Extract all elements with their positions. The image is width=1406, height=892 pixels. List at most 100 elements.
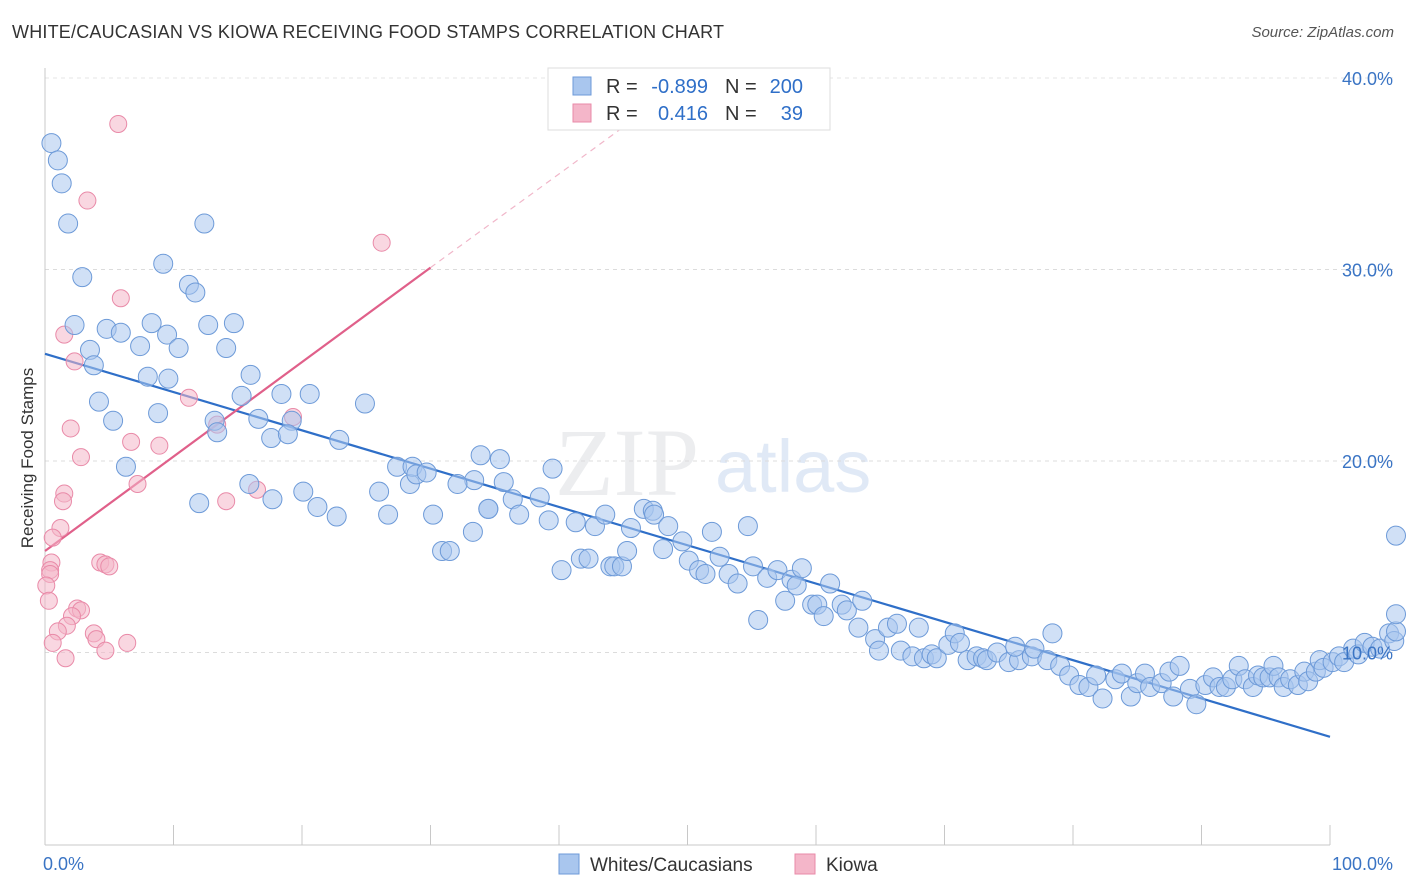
whites-point	[262, 489, 283, 510]
whites-point	[168, 338, 189, 359]
whites-point	[701, 521, 722, 542]
whites-point	[223, 313, 244, 334]
kiowa-point	[128, 474, 147, 493]
whites-point	[1086, 665, 1107, 686]
whites-point	[542, 458, 563, 479]
whites-point	[493, 472, 514, 493]
kiowa-point	[100, 557, 119, 576]
whites-point	[248, 408, 269, 429]
whites-point	[852, 590, 873, 611]
whites-point	[926, 648, 947, 669]
kiowa-point	[56, 649, 75, 668]
kiowa-point	[122, 432, 141, 451]
whites-point	[617, 541, 638, 562]
whites-point	[1024, 638, 1045, 659]
whites-point	[329, 429, 350, 450]
bottom-legend-swatch-whites	[558, 853, 580, 875]
kiowa-trend-extension	[430, 98, 663, 269]
kiowa-point	[109, 114, 128, 133]
whites-point	[1042, 623, 1063, 644]
kiowa-point	[217, 492, 236, 511]
whites-point	[743, 556, 764, 577]
whites-point	[423, 504, 444, 525]
whites-point	[299, 383, 320, 404]
whites-point	[737, 516, 758, 537]
top-legend: R = -0.899 N = 200 R = 0.416 N = 39	[547, 67, 831, 131]
whites-point	[578, 548, 599, 569]
kiowa-point	[372, 233, 391, 252]
whites-point	[1386, 621, 1406, 642]
y-tick-label: 10.0%	[1342, 644, 1393, 664]
whites-point	[83, 355, 104, 376]
legend-swatch-whites	[572, 76, 592, 96]
whites-point	[110, 322, 131, 343]
kiowa-point	[179, 388, 198, 407]
whites-point	[115, 456, 136, 477]
bottom-legend-label-whites: Whites/Caucasians	[590, 855, 753, 876]
whites-point	[293, 481, 314, 502]
legend-n-label-kiowa: N =	[725, 103, 757, 125]
whites-point	[1005, 636, 1026, 657]
whites-point	[695, 563, 716, 584]
whites-point	[709, 546, 730, 567]
kiowa-point	[43, 633, 62, 652]
whites-point	[369, 481, 390, 502]
whites-point	[886, 613, 907, 634]
whites-point	[1092, 688, 1113, 709]
whites-point	[326, 506, 347, 527]
whites-point	[64, 315, 85, 336]
kiowa-point	[39, 591, 58, 610]
y-tick-label: 20.0%	[1342, 452, 1393, 472]
whites-point	[868, 640, 889, 661]
whites-point	[354, 393, 375, 414]
whites-point	[72, 267, 93, 288]
watermark-atlas: atlas	[715, 425, 871, 508]
whites-point	[775, 590, 796, 611]
whites-point	[949, 632, 970, 653]
whites-point	[767, 560, 788, 581]
watermark: ZIP atlas	[555, 409, 871, 516]
kiowa-point	[53, 492, 72, 511]
whites-point	[158, 368, 179, 389]
tick-labels: 10.0% 20.0% 30.0% 40.0% 0.0% 100.0%	[43, 69, 1393, 874]
whites-point	[672, 531, 693, 552]
whites-point	[791, 558, 812, 579]
whites-point	[538, 510, 559, 531]
whites-point	[307, 496, 328, 517]
y-axis-label: Receiving Food Stamps	[18, 368, 37, 548]
source-note: Source: ZipAtlas.com	[1251, 24, 1394, 41]
kiowa-point	[43, 528, 62, 547]
whites-point	[103, 410, 124, 431]
whites-point	[644, 504, 665, 525]
legend-r-label-whites: R =	[606, 76, 638, 98]
legend-r-label-kiowa: R =	[606, 103, 638, 125]
whites-point	[727, 573, 748, 594]
axes	[44, 68, 1331, 846]
whites-point	[1386, 525, 1406, 546]
kiowa-trend-line	[44, 266, 432, 552]
legend-n-value-whites: 200	[770, 76, 803, 98]
whites-point	[216, 338, 237, 359]
whites-point	[1111, 663, 1132, 684]
whites-point	[261, 428, 282, 449]
watermark-zip: ZIP	[555, 409, 699, 516]
whites-point	[658, 516, 679, 537]
whites-point	[1386, 604, 1406, 625]
whites-point	[239, 473, 260, 494]
whites-points	[41, 133, 1406, 715]
whites-point	[51, 173, 72, 194]
whites-point	[1186, 694, 1207, 715]
whites-point	[509, 504, 530, 525]
whites-point	[478, 498, 499, 519]
legend-r-value-kiowa: 0.416	[658, 103, 708, 125]
whites-point	[194, 213, 215, 234]
bottom-legend-label-kiowa: Kiowa	[826, 855, 878, 876]
whites-point	[231, 385, 252, 406]
whites-point	[820, 573, 841, 594]
y-tick-label: 30.0%	[1342, 261, 1393, 281]
whites-point	[748, 609, 769, 630]
whites-point	[464, 470, 485, 491]
legend-n-label-whites: N =	[725, 76, 757, 98]
whites-point	[565, 512, 586, 533]
bottom-legend: Whites/Caucasians Kiowa	[558, 853, 878, 876]
